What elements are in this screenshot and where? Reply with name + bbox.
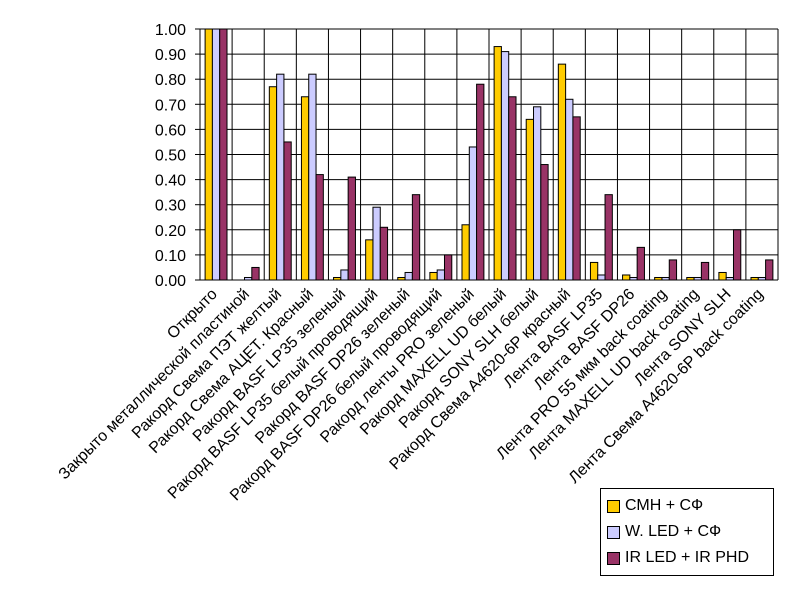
y-tick-label: 0.70 [155, 97, 186, 114]
bar-s1-c8 [468, 146, 478, 281]
bar-s2-c9 [508, 96, 517, 281]
bar-s2-c17 [765, 259, 774, 281]
bar-s0-c11 [557, 63, 567, 281]
bar-s0-c8 [461, 224, 470, 281]
bar-s2-c12 [604, 194, 613, 281]
bar-s2-c11 [572, 116, 581, 281]
y-tick-label: 0.40 [155, 173, 186, 190]
bar-s0-c9 [493, 46, 502, 281]
bar-s2-c3 [315, 174, 324, 281]
y-tick-label: 0.50 [155, 148, 186, 165]
bar-s1-c7 [436, 269, 445, 281]
bar-s2-c10 [540, 164, 549, 281]
bar-s0-c0 [204, 28, 213, 281]
bar-s1-c6 [404, 271, 413, 281]
bar-s2-c2 [283, 141, 292, 281]
bar-s1-c2 [276, 73, 285, 281]
legend-label: IR LED + IR PHD [625, 549, 750, 566]
bar-s0-c16 [718, 271, 727, 281]
bar-s0-c5 [365, 239, 374, 281]
bar-s0-c10 [525, 118, 535, 281]
bar-s2-c0 [219, 28, 228, 281]
bar-s2-c13 [636, 246, 645, 281]
bar-s1-c0 [211, 28, 221, 281]
bar-s0-c2 [268, 86, 278, 281]
legend-item-irled-irphd: IR LED + IR PHD [607, 545, 767, 571]
gridlines [195, 28, 779, 281]
legend-swatch [607, 499, 620, 513]
bar-s1-c11 [565, 98, 574, 281]
y-tick-label: 1.00 [155, 22, 186, 39]
y-tick-label: 0.20 [155, 223, 186, 240]
bar-s1-c9 [500, 51, 510, 281]
bar-s2-c14 [668, 259, 678, 281]
bar-s2-c6 [411, 194, 421, 281]
y-tick-label: 0.90 [155, 47, 186, 64]
bar-s2-c5 [379, 226, 389, 281]
bar-s0-c3 [300, 96, 310, 281]
y-tick-label: 0.60 [155, 122, 186, 139]
bars [204, 28, 774, 281]
legend-label: W. LED + СФ [625, 523, 722, 540]
bar-s0-c12 [589, 261, 599, 281]
y-tick-label: 0.00 [155, 273, 186, 290]
bar-s1-c5 [372, 206, 381, 281]
y-tick-labels: 0.00 0.10 0.20 0.30 0.40 0.50 0.60 0.70 0.80 0.90… [155, 22, 186, 290]
y-tick-label: 0.30 [155, 198, 186, 215]
legend-item-wled-cf: W. LED + СФ [607, 519, 767, 545]
bar-s2-c8 [476, 83, 485, 281]
bar-s0-c7 [429, 271, 438, 281]
bar-s1-c10 [533, 106, 542, 281]
bar-s1-c12 [597, 274, 606, 281]
bar-s2-c4 [347, 176, 356, 281]
bar-s0-c13 [622, 274, 631, 281]
legend: СМН + СФ W. LED + СФ IR LED + IR PHD [600, 488, 774, 576]
legend-swatch [607, 525, 620, 539]
bar-s2-c7 [443, 254, 453, 281]
bar-s2-c1 [251, 266, 260, 281]
legend-item-cmh-cf: СМН + СФ [607, 493, 767, 519]
legend-swatch [607, 551, 620, 565]
bar-s2-c15 [700, 261, 710, 281]
bar-s2-c16 [732, 229, 742, 281]
y-tick-label: 0.10 [155, 248, 186, 265]
bar-s1-c3 [308, 73, 317, 281]
y-tick-label: 0.80 [155, 72, 186, 89]
bar-s1-c4 [340, 269, 349, 281]
legend-label: СМН + СФ [625, 497, 704, 514]
